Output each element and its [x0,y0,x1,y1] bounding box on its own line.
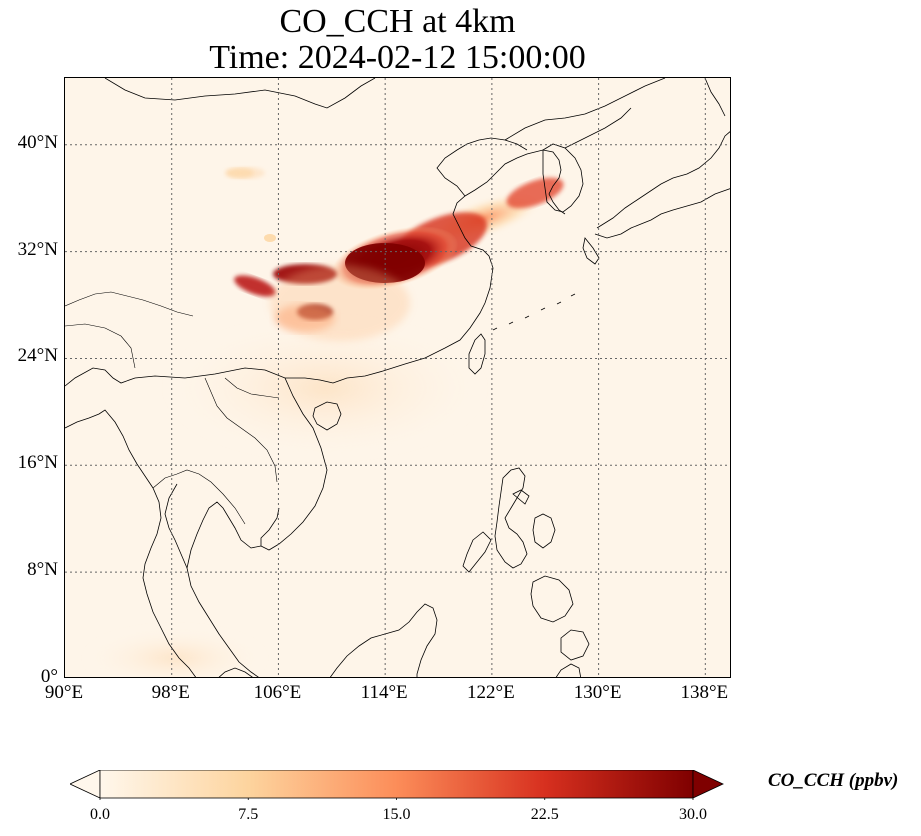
lat-tick-label: 0° [40,666,58,687]
colorbar-tick-label: 30.0 [679,806,707,823]
colorbar [70,770,724,800]
concentration-field [85,167,564,677]
colorbar-tick-label: 15.0 [382,806,411,823]
lon-tick-label: 130°E [573,682,622,703]
lat-tick-label: 24°N [17,345,58,367]
lat-tick-label: 16°N [17,452,58,474]
lon-tick-label: 106°E [253,682,302,703]
colorbar-tick-marks [99,798,694,800]
lon-tick-label: 122°E [467,682,515,703]
colorbar-max-extend [692,770,724,799]
lon-tick-label: 138°E [680,682,729,703]
coastlines [65,78,730,677]
colorbar-label: CO_CCH (ppbv) [768,770,899,791]
title-variable: CO_CCH at 4km [279,3,516,40]
lon-tick-label: 114°E [360,682,408,703]
title-time: Time: 2024-02-12 15:00:00 [209,39,586,76]
lat-tick-label: 40°N [17,131,58,153]
lon-tick-label: 98°E [151,682,190,703]
lat-tick-label: 8°N [27,559,58,581]
lon-tick-label: 90°E [44,682,84,703]
lat-tick-label: 32°N [17,238,58,260]
map-canvas [65,78,730,677]
colorbar-tick-label: 7.5 [238,806,259,823]
map-title: CO_CCH at 4km Time: 2024-02-12 15:00:00 [64,4,731,76]
colorbar-gradient [99,770,694,799]
map-panel [64,77,731,678]
gridlines [65,78,730,677]
colorbar-tick-label: 22.5 [530,806,559,823]
colorbar-tick-label: 0.0 [90,806,110,823]
colorbar-min-extend [70,770,101,799]
